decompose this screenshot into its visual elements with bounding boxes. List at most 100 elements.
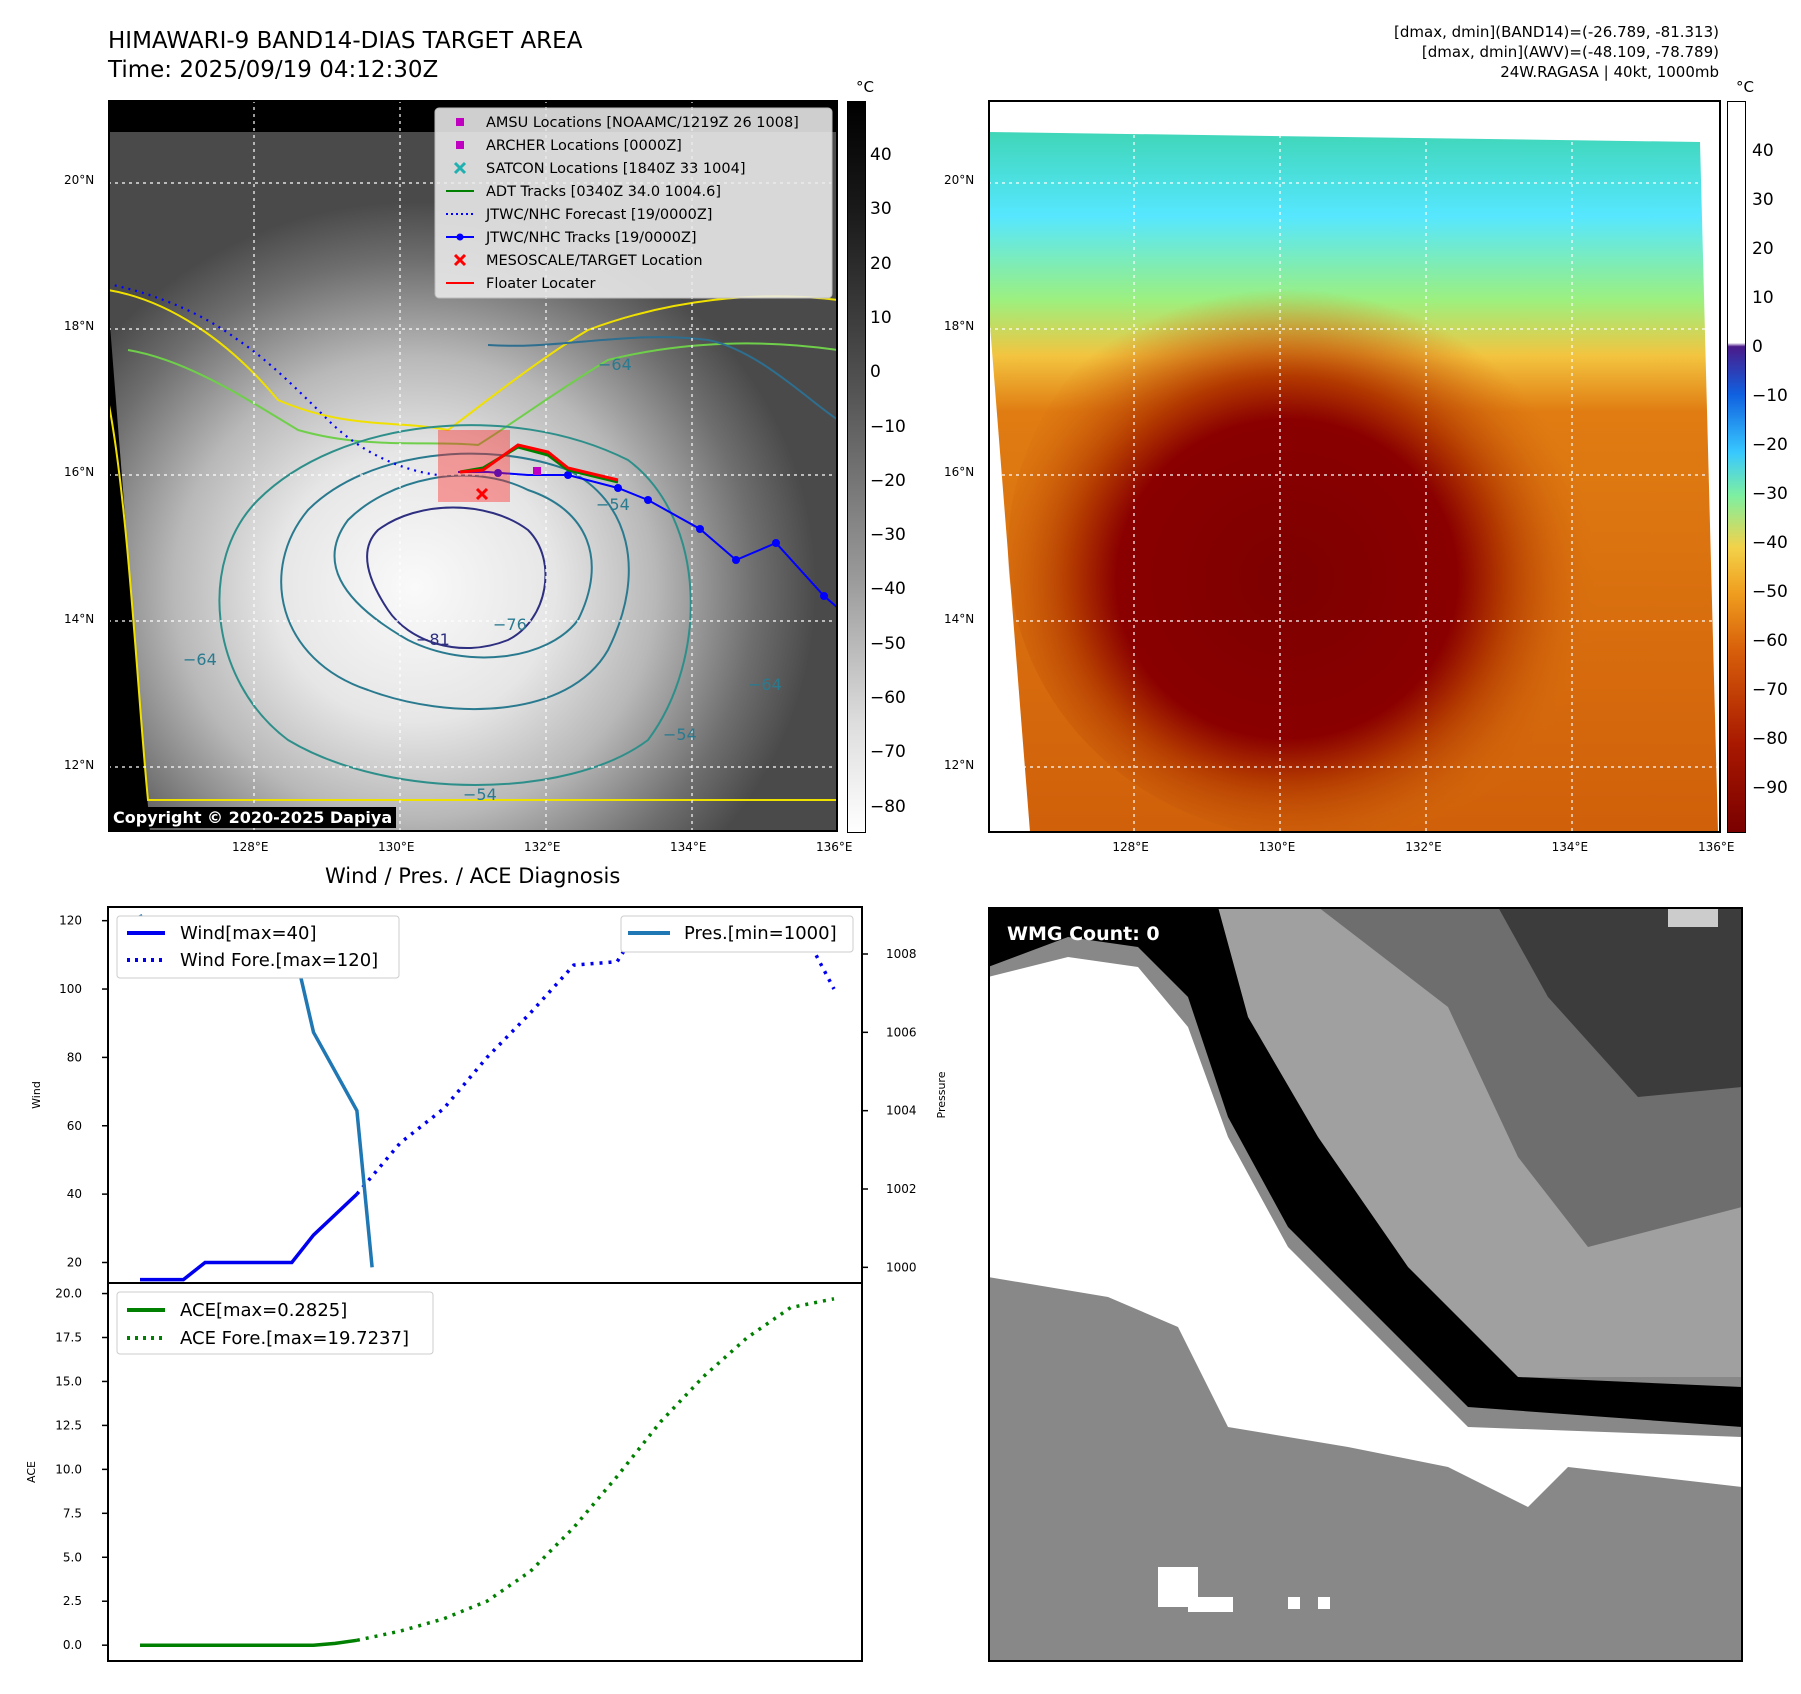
awv-map-frame [988, 100, 1721, 833]
colorbar-tick-label: −30 [870, 525, 906, 546]
jtwc-track-points [494, 469, 828, 600]
lon-tick-label: 136°E [1698, 840, 1735, 854]
lat-tick-label: 20°N [64, 172, 95, 187]
lon-tick-label: 130°E [378, 840, 415, 854]
lon-tick-label: 132°E [1405, 840, 1442, 854]
wind-legend: Wind[max=40] Wind Fore.[max=120] [116, 915, 400, 979]
y-tick-label: 12.5 [55, 1418, 82, 1432]
y-tick-label: 100 [59, 982, 82, 996]
colorbar-tick-label: −10 [1752, 386, 1788, 406]
colorbar-tick-label: 0 [870, 362, 881, 383]
svg-text:−64: −64 [748, 675, 782, 694]
legend-item: JTWC/NHC Tracks [19/0000Z] [446, 230, 697, 246]
colorbar-tick-label: −20 [1752, 435, 1788, 455]
svg-text:−54: −54 [663, 725, 697, 744]
colorbar-tick-label: 30 [1752, 190, 1774, 210]
legend-wind: Wind[max=40] [180, 923, 317, 944]
colorbar-tick-label: −60 [870, 688, 906, 708]
colorbar-tick-label: −60 [1752, 631, 1788, 651]
y-tick-label: 20.0 [55, 1287, 82, 1301]
colorbar-tick-label: 40 [1752, 141, 1774, 161]
ace-forecast-series [356, 1297, 835, 1643]
colorbar-tick-label: 10 [870, 307, 892, 328]
colorbar-tick-label: 30 [870, 199, 892, 220]
y-tick-label: 0.0 [63, 1638, 82, 1652]
legend-ace: ACE[max=0.2825] [180, 1300, 347, 1321]
lon-tick-label: 130°E [1258, 840, 1296, 854]
adt-track [459, 445, 619, 484]
y-tick-label: 20 [67, 1255, 82, 1269]
legend-ace-forecast: ACE Fore.[max=19.7237] [180, 1328, 409, 1349]
copyright-label: Copyright © 2020-2025 Dapiya [109, 807, 397, 828]
target-area-box [438, 430, 510, 502]
wind-axis-label: Wind [30, 1081, 43, 1109]
legend-item: ARCHER Locations [0000Z] [456, 138, 682, 154]
ace-legend: ACE[max=0.2825] ACE Fore.[max=19.7237] [116, 1291, 434, 1355]
svg-text:−54: −54 [463, 785, 497, 804]
colorbar-tick-label: 0 [1752, 337, 1763, 357]
legend-label: Floater Locater [486, 276, 595, 292]
legend-item: JTWC/NHC Forecast [19/0000Z] [446, 207, 712, 223]
y-tick-label: 1000 [886, 1260, 917, 1274]
legend-label: JTWC/NHC Tracks [19/0000Z] [485, 230, 697, 246]
y-tick-label: 1004 [886, 1104, 917, 1118]
storm-info-text: 24W.RAGASA | 40kt, 1000mb [1500, 63, 1719, 81]
ace-axis-label: ACE [25, 1461, 38, 1483]
lat-tick-label: 14°N [944, 611, 975, 626]
y-tick-label: 40 [67, 1187, 82, 1201]
lat-tick-label: 14°N [64, 611, 95, 626]
legend-label: MESOSCALE/TARGET Location [486, 253, 703, 269]
lon-tick-label: 134°E [1551, 840, 1589, 854]
figure-title-line1: HIMAWARI-9 BAND14-DIAS TARGET AREA [108, 28, 583, 54]
lon-tick-label: 128°E [232, 840, 269, 854]
legend-item: MESOSCALE/TARGET Location [453, 253, 703, 269]
lon-tick-label: 128°E [1112, 840, 1149, 854]
map-legend: AMSU Locations [NOAAMC/1219Z 26 1008] ARC… [434, 107, 833, 299]
figure-title-line2: Time: 2025/09/19 04:12:30Z [108, 57, 439, 83]
colorbar-tick-label: −70 [870, 742, 906, 763]
colorbar-tick-label: −30 [1752, 484, 1788, 504]
band14-colorbar [847, 101, 866, 833]
y-tick-label: 5.0 [63, 1550, 82, 1564]
lat-tick-label: 12°N [944, 758, 975, 773]
band14-colorbar-unit: °C [856, 78, 874, 96]
legend-item: ADT Tracks [0340Z 34.0 1004.6] [446, 184, 721, 200]
y-tick-label: 2.5 [63, 1594, 82, 1608]
colorbar-tick-label: −20 [870, 470, 906, 491]
y-tick-label: 7.5 [63, 1506, 82, 1520]
y-tick-label: 10.0 [55, 1462, 82, 1476]
wmg-frame [988, 907, 1743, 1662]
pressure-axis-label: Pressure [935, 1071, 948, 1118]
lat-tick-label: 16°N [944, 465, 975, 480]
legend-item: Floater Locater [446, 276, 595, 292]
legend-item: AMSU Locations [NOAAMC/1219Z 26 1008] [456, 115, 799, 131]
legend-label: JTWC/NHC Forecast [19/0000Z] [485, 207, 712, 223]
lat-tick-label: 20°N [944, 172, 975, 187]
svg-text:−54: −54 [596, 495, 630, 514]
dmax-band14-text: [dmax, dmin](BAND14)=(-26.789, -81.313) [1394, 23, 1719, 41]
lat-tick-label: 12°N [64, 758, 95, 773]
amsu-marker [533, 467, 541, 475]
awv-colorbar [1727, 101, 1746, 833]
colorbar-tick-label: −70 [1752, 680, 1788, 700]
colorbar-tick-label: −80 [870, 796, 906, 817]
colorbar-tick-label: −40 [1752, 533, 1788, 553]
floater-locater [459, 443, 619, 482]
y-tick-label: 80 [67, 1050, 82, 1064]
awv-graticule [988, 100, 1720, 832]
y-tick-label: 120 [59, 914, 82, 928]
satellite-image [108, 132, 838, 832]
legend-pressure: Pres.[min=1000] [684, 923, 837, 944]
wind-series [140, 1192, 359, 1282]
awv-map [988, 100, 1720, 840]
colorbar-tick-label: 20 [1752, 239, 1774, 259]
y-tick-label: 1002 [886, 1182, 917, 1196]
awv-colorbar-unit: °C [1736, 78, 1754, 96]
colorbar-tick-label: −80 [1752, 729, 1788, 749]
lat-tick-label: 18°N [944, 318, 975, 333]
colorbar-tick-label: −50 [1752, 582, 1788, 602]
dmax-awv-text: [dmax, dmin](AWV)=(-48.109, -78.789) [1421, 43, 1719, 61]
colorbar-tick-label: 20 [870, 253, 892, 274]
y-tick-label: 17.5 [55, 1331, 82, 1345]
